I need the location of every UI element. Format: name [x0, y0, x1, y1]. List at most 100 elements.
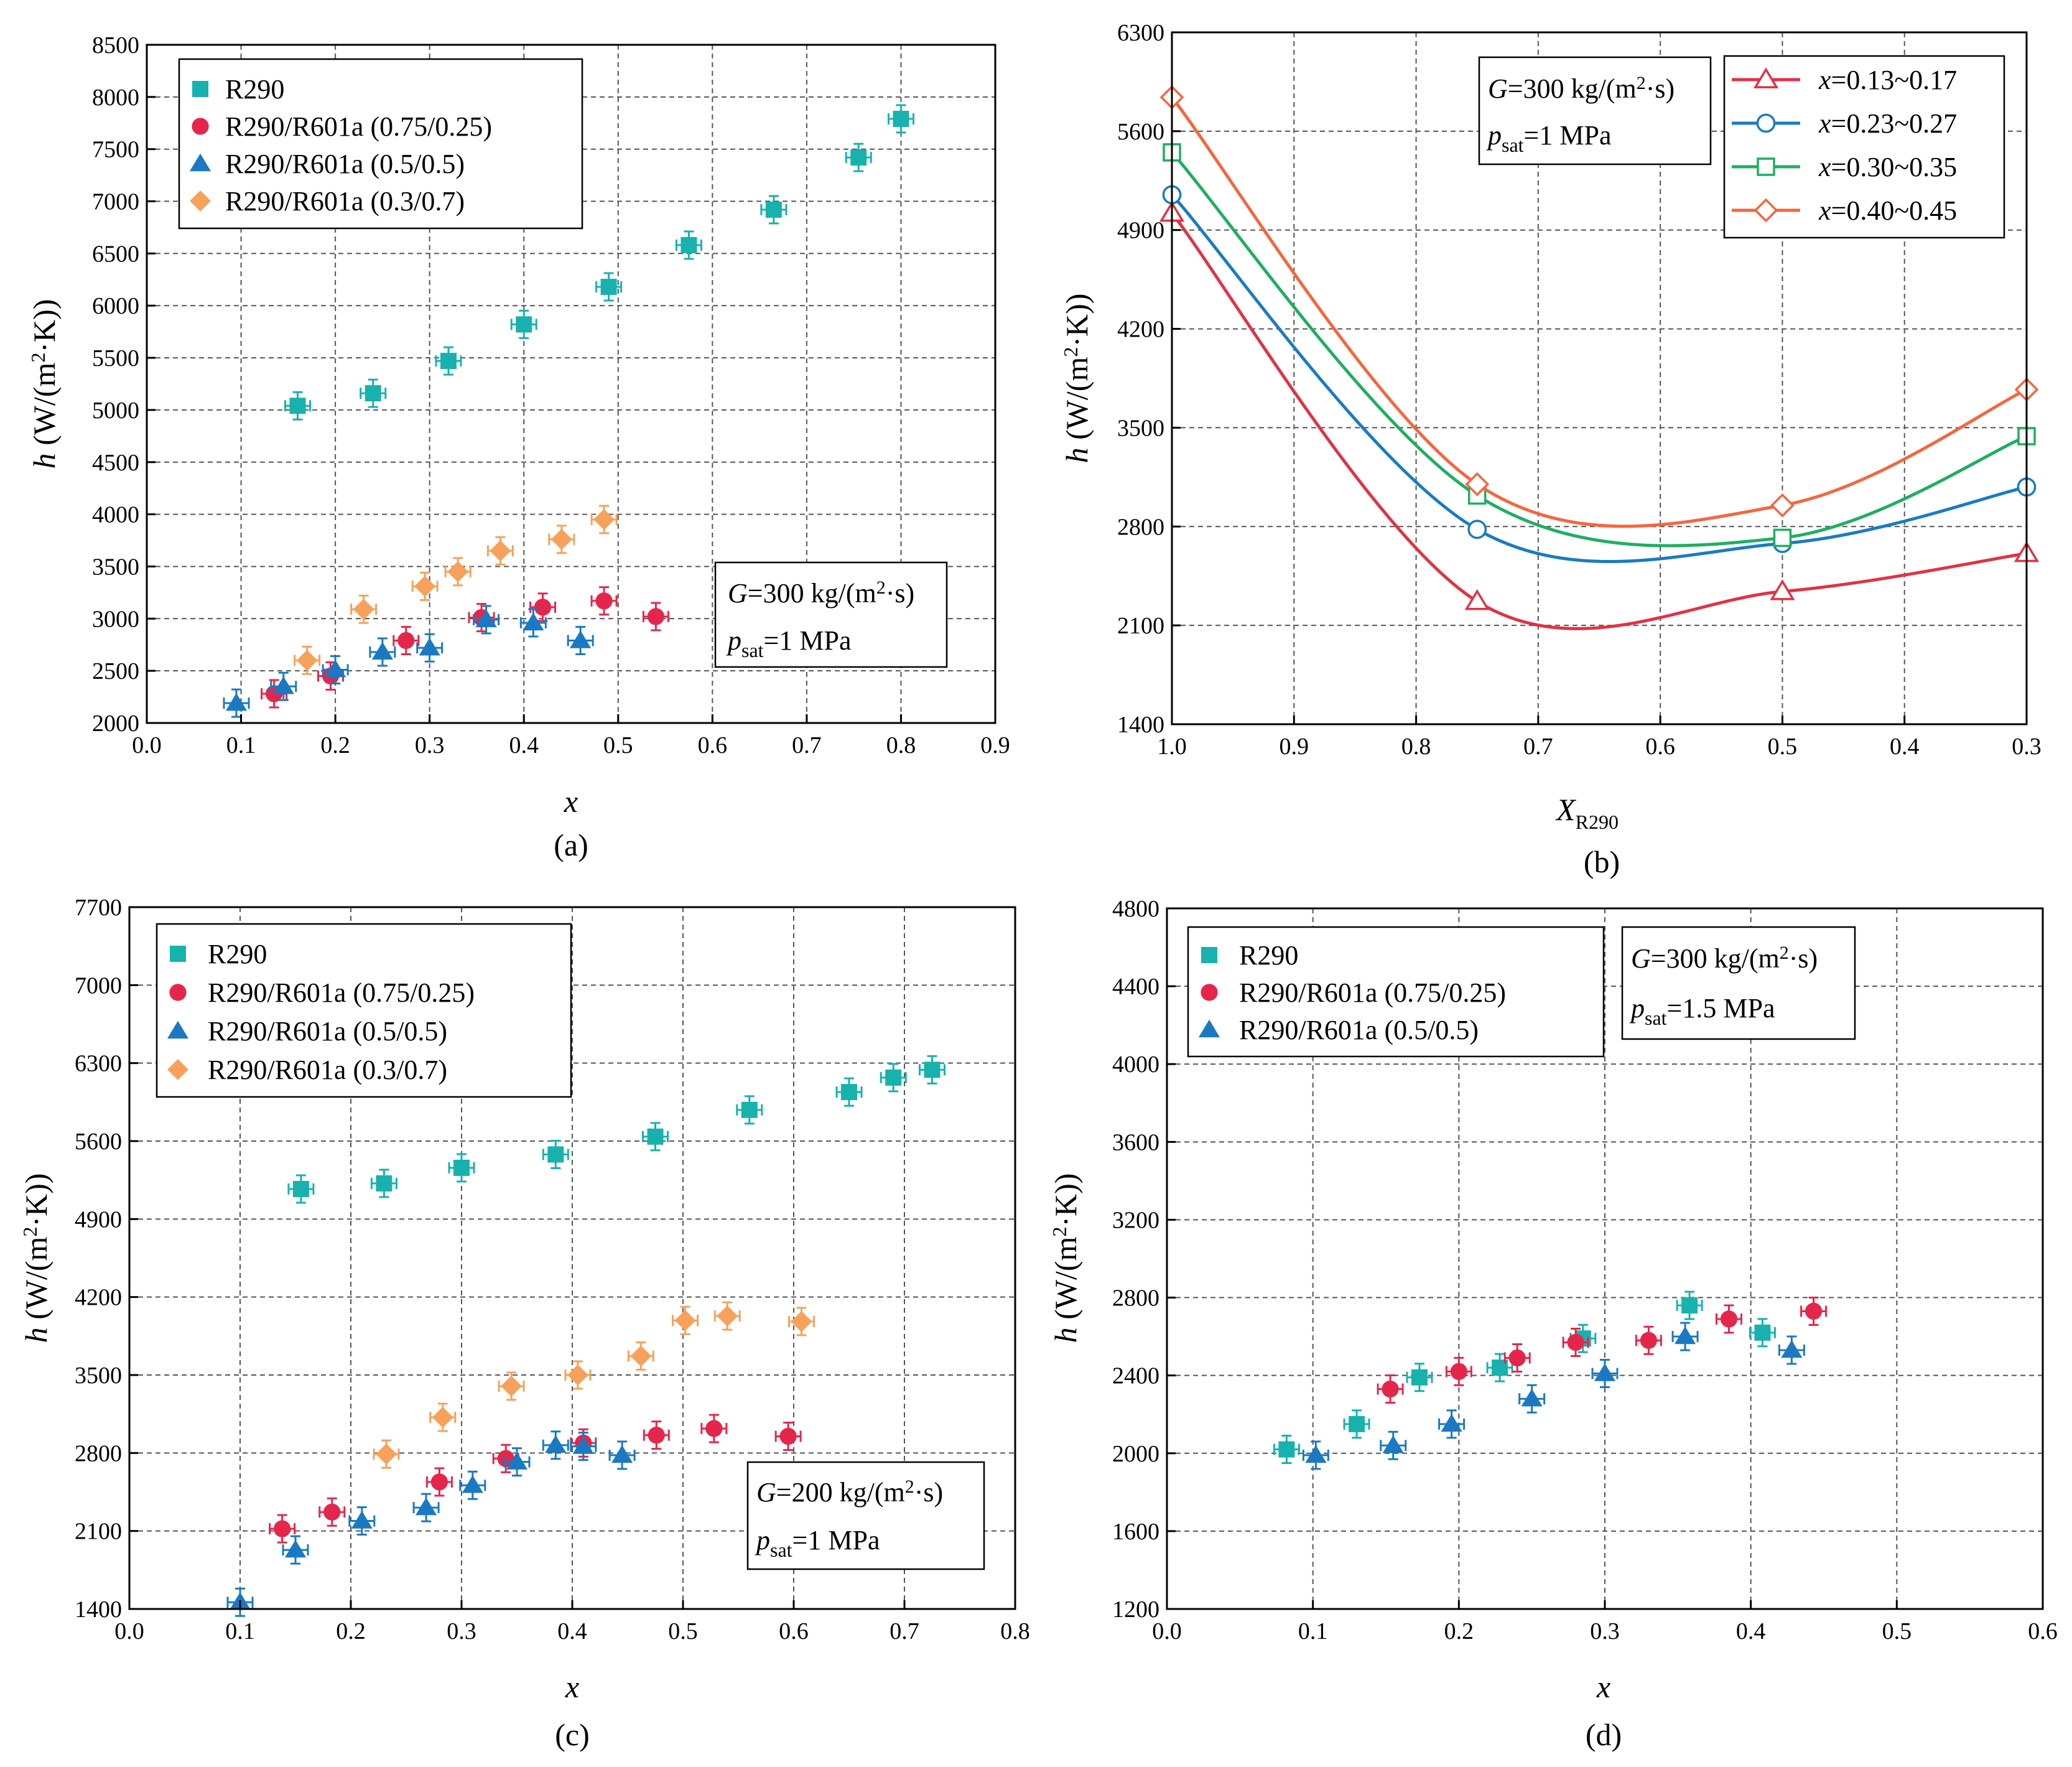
y-tick-label: 5600 — [75, 1129, 122, 1155]
data-point — [1675, 1326, 1696, 1345]
legend-marker — [1201, 984, 1218, 1001]
x-tick-label: 0.5 — [668, 1618, 698, 1644]
legend-marker — [1198, 1019, 1220, 1038]
data-point — [501, 1376, 522, 1397]
x-tick-label: 0.1 — [226, 732, 256, 758]
x-tick-label: 0.4 — [1890, 734, 1920, 760]
data-point — [1305, 1445, 1327, 1463]
data-point — [1278, 1441, 1295, 1458]
x-tick-label: 0.6 — [1645, 734, 1675, 760]
legend-label: x=0.23~0.27 — [1818, 108, 1957, 139]
legend-entry: R290/R601a (0.5/0.5) — [189, 149, 465, 179]
panel-a: 0.0 0.1 0.2 0.3 0.4 0.5 0.6 0.7 0.8 0.9 2000 2500 30… — [27, 32, 1010, 862]
legend-label: x=0.13~0.17 — [1818, 65, 1957, 95]
data-point — [648, 1427, 665, 1444]
data-point — [397, 632, 415, 650]
panel-b-condition-p: psat=1 MPa — [1486, 120, 1611, 156]
y-tick-label: 4000 — [92, 502, 139, 528]
data-point — [296, 650, 318, 671]
data-point — [1382, 1380, 1399, 1398]
data-point — [647, 608, 665, 625]
series-c-2 — [226, 1430, 636, 1617]
series-line — [1171, 212, 2027, 630]
panel-a-ticks: 0.0 0.1 0.2 0.3 0.4 0.5 0.6 0.7 0.8 0.9 2000 2500 30… — [92, 32, 1010, 758]
y-tick-label: 3500 — [1117, 415, 1164, 441]
panel-b-ticks: 1.0 0.9 0.8 0.7 0.6 0.5 0.4 0.3 1400 2100 2800 3500… — [1117, 20, 2042, 760]
data-point — [365, 385, 381, 402]
y-tick-label: 2400 — [1112, 1363, 1159, 1389]
y-tick-label: 7500 — [92, 137, 139, 163]
x-tick-label: 0.0 — [132, 732, 162, 758]
x-tick-label: 0.8 — [1401, 734, 1431, 760]
series-c-3 — [373, 1301, 815, 1469]
data-point — [791, 1311, 812, 1332]
y-tick-label: 2500 — [92, 658, 139, 684]
series-a-2 — [223, 605, 594, 718]
x-tick-label: 0.9 — [980, 732, 1010, 758]
legend-entry: R290/R601a (0.75/0.25) — [192, 111, 492, 142]
legend-marker — [192, 118, 209, 135]
legend-label: x=0.40~0.45 — [1818, 195, 1957, 226]
x-tick-label: 0.0 — [1152, 1618, 1182, 1644]
data-point — [415, 1497, 437, 1516]
y-tick-label: 3500 — [92, 554, 139, 580]
series-d-2 — [1302, 1322, 1805, 1470]
data-point — [893, 111, 909, 128]
legend-label: R290/R601a (0.75/0.25) — [1239, 977, 1506, 1008]
y-tick-label: 2100 — [1117, 613, 1164, 639]
data-point — [924, 1061, 941, 1078]
data-point — [1640, 1331, 1658, 1350]
data-point — [1770, 493, 1795, 518]
y-tick-label: 3500 — [75, 1363, 122, 1389]
panel-b-condition-box — [1478, 56, 1712, 166]
x-tick-label: 0.6 — [698, 732, 728, 758]
x-tick-label: 0.2 — [320, 732, 350, 758]
data-point — [1450, 1363, 1467, 1381]
panel-d-condition-box — [1621, 926, 1856, 1040]
y-tick-label: 5600 — [1117, 119, 1164, 145]
x-tick-label: 0.2 — [336, 1618, 366, 1644]
data-point — [351, 1511, 373, 1529]
y-tick-label: 6300 — [1117, 20, 1164, 46]
x-tick-label: 0.9 — [1280, 734, 1309, 760]
panel-c-ylabel: h (W/(m2·K)) — [19, 1173, 53, 1343]
data-point — [1773, 528, 1792, 548]
x-tick-label: 0.8 — [1000, 1618, 1030, 1644]
panel-d-condition-p: psat=1.5 MPa — [1629, 993, 1775, 1029]
data-point — [376, 1175, 393, 1192]
y-tick-label: 5000 — [92, 398, 139, 424]
y-tick-label: 2100 — [75, 1519, 122, 1545]
data-point — [841, 1084, 857, 1101]
data-point — [1382, 1435, 1404, 1453]
legend-marker — [167, 1059, 188, 1080]
y-tick-label: 7700 — [75, 895, 122, 921]
y-tick-label: 4800 — [1112, 896, 1159, 922]
y-tick-label: 4200 — [1117, 317, 1164, 343]
panel-c-condition-p: psat=1 MPa — [755, 1525, 880, 1561]
x-tick-label: 0.2 — [1444, 1618, 1474, 1644]
data-point — [1441, 1414, 1462, 1432]
y-tick-label: 4000 — [1112, 1051, 1159, 1078]
x-tick-label: 0.3 — [2012, 734, 2042, 760]
panel-d: 0.0 0.1 0.2 0.3 0.4 0.5 0.6 1200 1600 2000 2400 280… — [1048, 896, 2058, 1752]
panel-a-condition-box — [714, 561, 948, 668]
data-point — [432, 1407, 453, 1428]
panel-b-marks — [1159, 85, 2040, 630]
error-bar — [542, 1139, 569, 1169]
series-d-1 — [1377, 1296, 1828, 1404]
series-b-3 — [1159, 85, 2039, 528]
panel-a-legend-items: R290 R290/R601a (0.75/0.25) R290/R601a (0.… — [189, 74, 492, 217]
x-tick-label: 0.4 — [1736, 1618, 1766, 1644]
legend-entry: R290/R601a (0.75/0.25) — [169, 977, 475, 1008]
panel-a-condition-g: G=300 kg/(m2·s) — [728, 577, 914, 608]
panel-c-condition-g: G=200 kg/(m2·s) — [756, 1476, 943, 1508]
data-point — [1567, 1333, 1584, 1351]
panel-a-frame — [146, 44, 997, 724]
panel-d-legend — [1187, 926, 1605, 1058]
data-point — [611, 1445, 633, 1463]
data-point — [430, 1473, 448, 1491]
panel-b-label: (b) — [1584, 844, 1620, 879]
panel-c-condition-box — [746, 1461, 985, 1570]
panel-d-condition-g: G=300 kg/(m2·s) — [1631, 943, 1818, 974]
